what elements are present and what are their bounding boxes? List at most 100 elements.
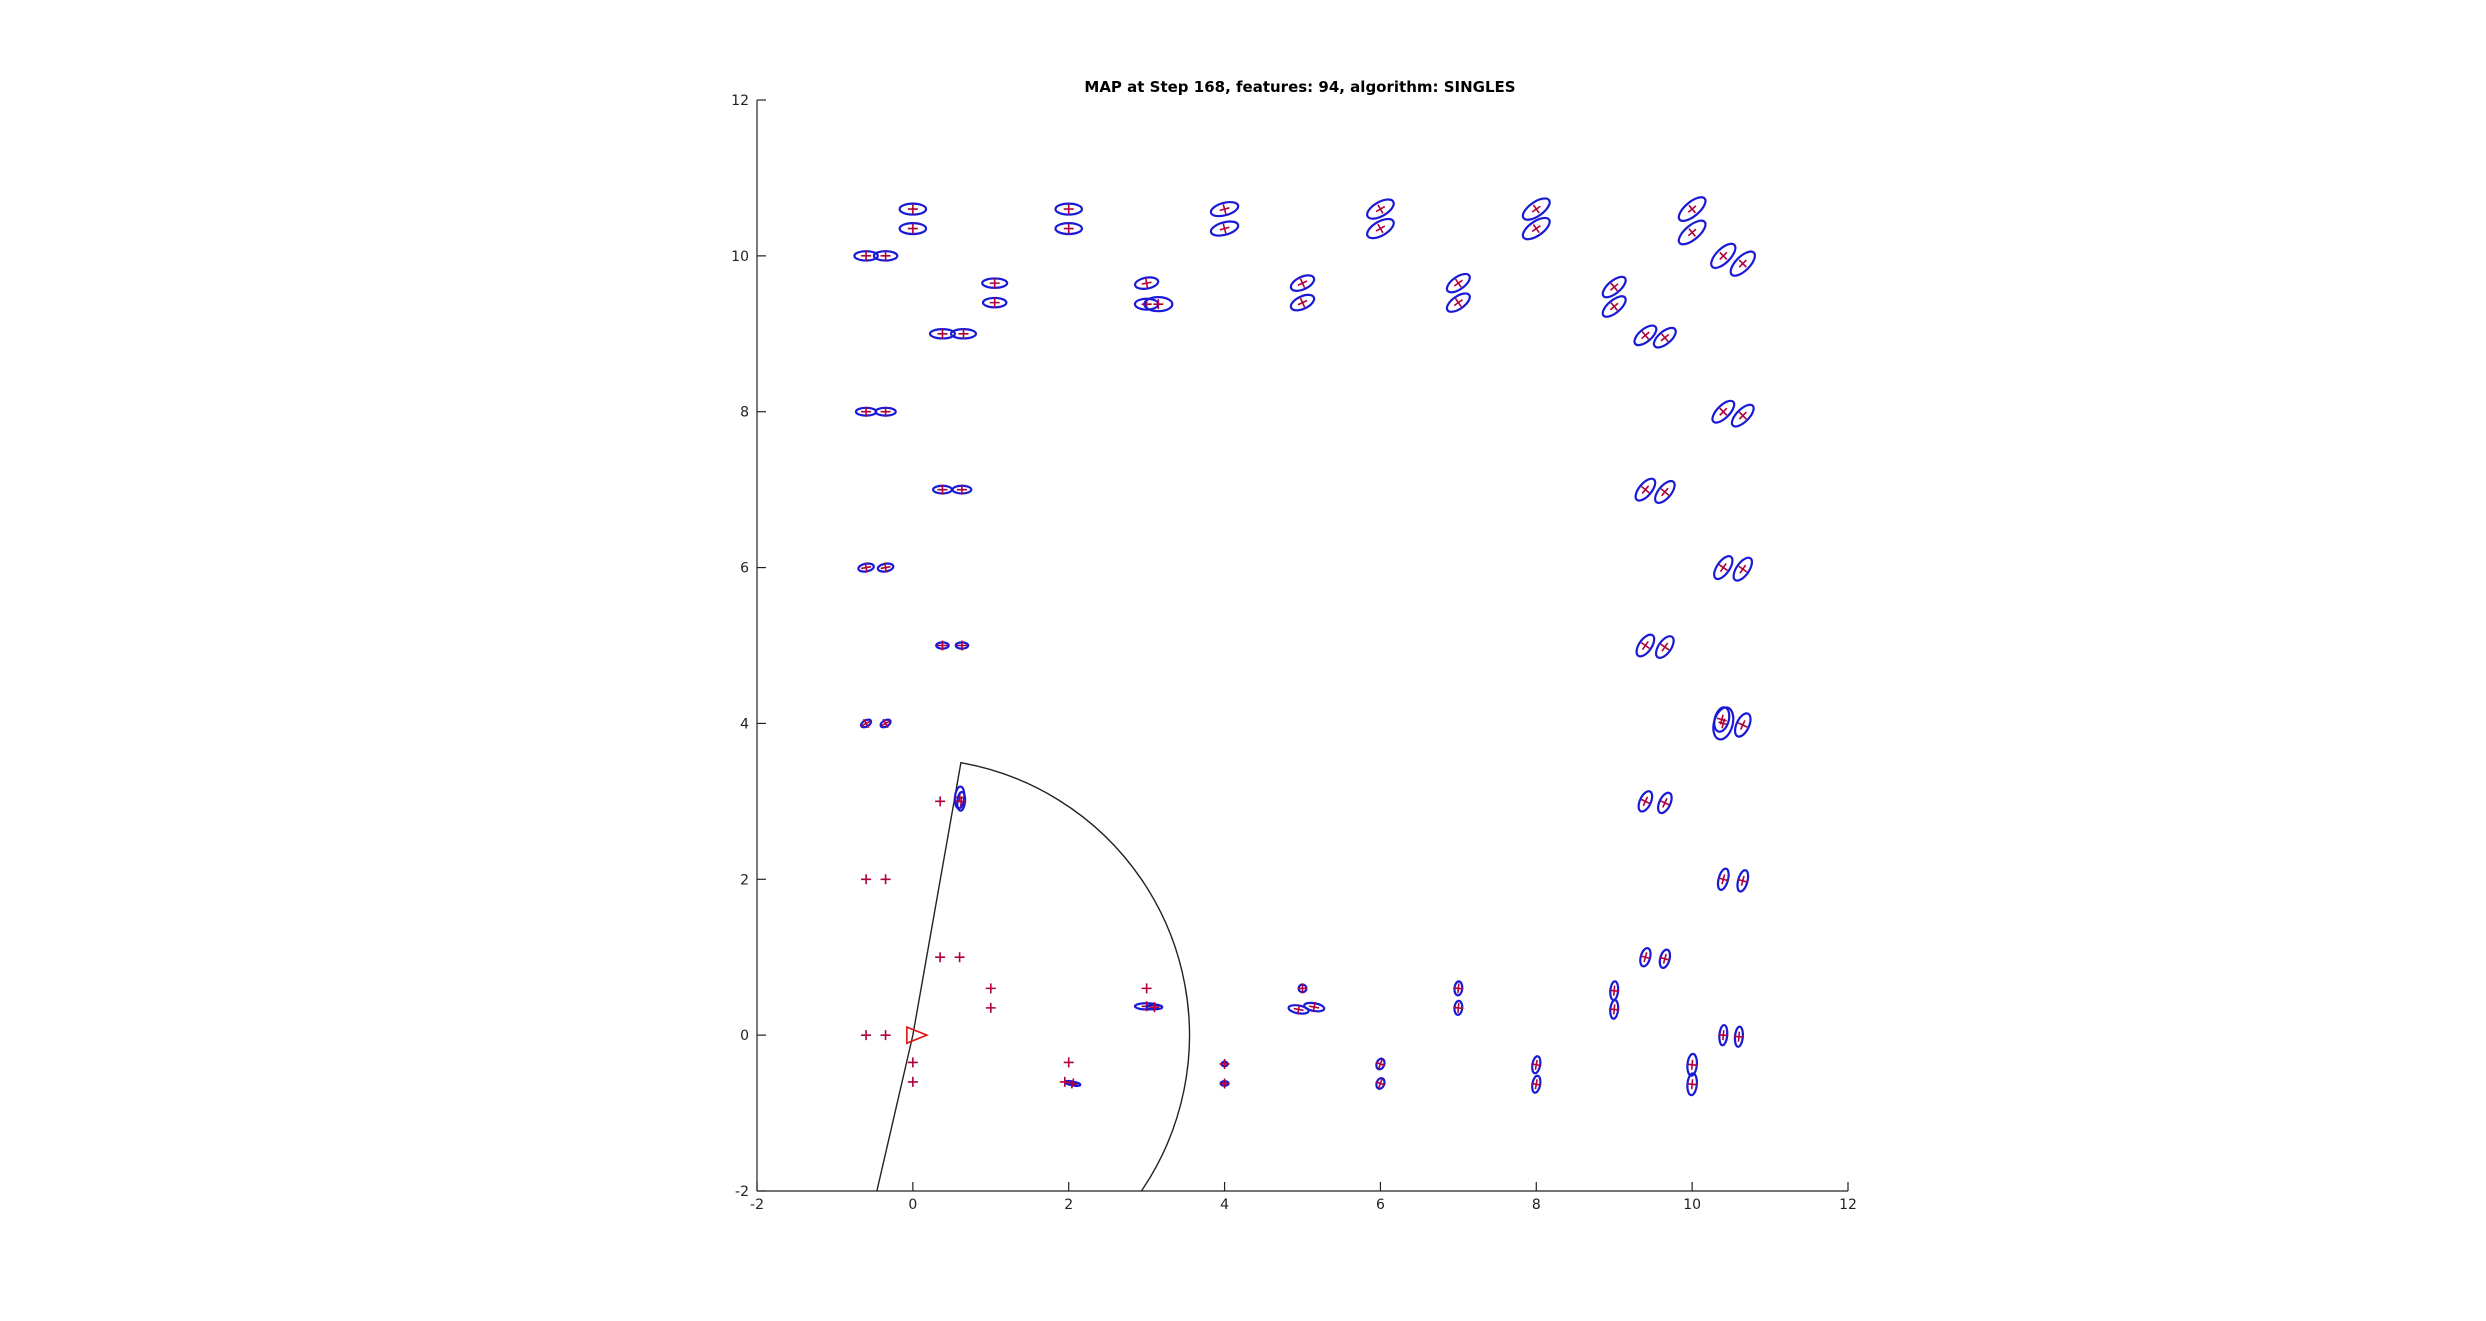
feature-estimate — [1654, 479, 1676, 504]
ground-truth-cross — [935, 952, 946, 963]
feature-estimate — [1730, 403, 1755, 428]
feature-center-cross — [1063, 223, 1074, 234]
covariance-ellipse — [1654, 479, 1676, 504]
feature-estimate — [1711, 399, 1736, 424]
feature-center-cross — [1375, 204, 1386, 214]
feature-center-cross — [1660, 487, 1670, 497]
feature-center-cross — [1219, 1058, 1230, 1069]
covariance-ellipse — [1521, 197, 1551, 221]
feature-center-cross — [937, 640, 948, 651]
y-tick-label: -2 — [735, 1184, 749, 1200]
feature-center-cross — [1733, 1031, 1744, 1042]
feature-center-cross — [1659, 953, 1670, 964]
feature-center-cross — [989, 278, 1000, 289]
feature-estimate — [935, 640, 950, 651]
covariance-ellipse — [1677, 219, 1707, 246]
covariance-ellipse — [1133, 276, 1160, 290]
feature-estimate — [1639, 947, 1652, 968]
feature-estimate — [1733, 712, 1752, 738]
feature-center-cross — [861, 718, 871, 729]
ground-truth-cross — [1141, 983, 1152, 994]
feature-center-cross — [1609, 282, 1619, 292]
feature-estimate — [1133, 276, 1160, 290]
covariance-ellipse — [1601, 295, 1627, 318]
feature-estimate — [1635, 633, 1656, 658]
robot-layer — [906, 1025, 930, 1045]
ground-truth-cross — [935, 796, 946, 807]
feature-estimate — [879, 718, 892, 729]
feature-center-cross — [1067, 1078, 1078, 1089]
feature-estimate — [1054, 202, 1084, 216]
feature-estimate — [928, 328, 957, 340]
feature-center-cross — [861, 562, 872, 573]
y-tick-label: 4 — [740, 716, 749, 732]
covariance-ellipse — [1521, 216, 1551, 241]
covariance-ellipse — [1677, 196, 1707, 223]
ground-truth-cross — [985, 1002, 996, 1013]
feature-center-cross — [1063, 204, 1074, 215]
feature-estimate — [981, 277, 1009, 289]
feature-estimate — [1652, 326, 1677, 349]
x-tick-label: 6 — [1376, 1197, 1385, 1213]
x-tick-label: -2 — [750, 1197, 764, 1213]
feature-center-cross — [958, 328, 969, 339]
feature-center-cross — [1640, 640, 1650, 651]
covariance-ellipse — [1209, 220, 1240, 237]
feature-center-cross — [1660, 333, 1670, 343]
feature-estimate — [1657, 791, 1673, 815]
feature-center-cross — [1297, 297, 1308, 308]
feature-center-cross — [989, 297, 1000, 308]
feature-center-cross — [1531, 204, 1541, 214]
feature-center-cross — [1297, 278, 1308, 289]
feature-center-cross — [1309, 1002, 1320, 1013]
covariance-ellipse — [1713, 706, 1731, 733]
feature-center-cross — [1153, 299, 1164, 310]
feature-estimate — [1453, 980, 1464, 997]
feature-estimate — [1710, 242, 1737, 270]
x-tick-label: 0 — [908, 1197, 917, 1213]
feature-center-cross — [1219, 204, 1230, 215]
feature-center-cross — [1718, 563, 1728, 573]
feature-estimate — [932, 484, 953, 495]
feature-estimate — [1658, 948, 1672, 969]
covariance-ellipse — [1733, 712, 1752, 738]
feature-estimate — [1521, 197, 1551, 221]
feature-estimate — [874, 406, 897, 417]
chart-title: MAP at Step 168, features: 94, algorithm… — [1084, 78, 1515, 96]
feature-estimate — [1289, 274, 1316, 292]
feature-center-cross — [880, 718, 891, 729]
feature-center-cross — [1716, 714, 1727, 725]
covariance-ellipse — [1054, 202, 1084, 216]
feature-estimate — [853, 250, 879, 262]
covariance-ellipse — [1635, 633, 1656, 658]
feature-center-cross — [1293, 1004, 1304, 1015]
covariance-ellipse — [1289, 293, 1316, 312]
covariance-ellipse — [898, 202, 928, 216]
feature-center-cross — [1375, 1059, 1386, 1069]
feature-estimate — [981, 296, 1008, 309]
axes: -2 0 2 4 6 8 10 12 -2 0 2 4 6 8 10 12 — [731, 93, 1857, 1213]
feature-estimate — [1289, 293, 1316, 312]
sensor-fov-wedge — [876, 761, 1191, 1191]
ground-truth-cross — [861, 1030, 872, 1041]
feature-estimate — [1531, 1055, 1542, 1075]
y-tick-label: 10 — [731, 249, 749, 265]
feature-center-cross — [1375, 223, 1386, 234]
feature-estimate — [1609, 980, 1620, 1002]
feature-estimate — [1531, 1074, 1542, 1094]
feature-estimate — [1145, 1002, 1164, 1013]
feature-center-cross — [1641, 485, 1650, 494]
feature-estimate — [1713, 706, 1731, 733]
feature-estimate — [1375, 1057, 1386, 1071]
ground-truth-cross — [1063, 1057, 1074, 1068]
feature-center-cross — [1687, 1079, 1698, 1090]
feature-center-cross — [1641, 330, 1650, 340]
covariance-ellipse — [1445, 272, 1471, 294]
feature-center-cross — [1609, 1004, 1620, 1015]
feature-estimate — [1453, 999, 1464, 1016]
feature-estimate — [1732, 556, 1754, 582]
covariance-ellipse — [1366, 198, 1395, 220]
y-tick-label: 2 — [740, 872, 749, 888]
feature-center-cross — [1687, 1059, 1698, 1070]
feature-center-cross — [956, 484, 967, 495]
